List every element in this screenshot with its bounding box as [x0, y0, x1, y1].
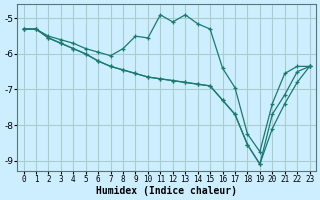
X-axis label: Humidex (Indice chaleur): Humidex (Indice chaleur) [96, 186, 237, 196]
